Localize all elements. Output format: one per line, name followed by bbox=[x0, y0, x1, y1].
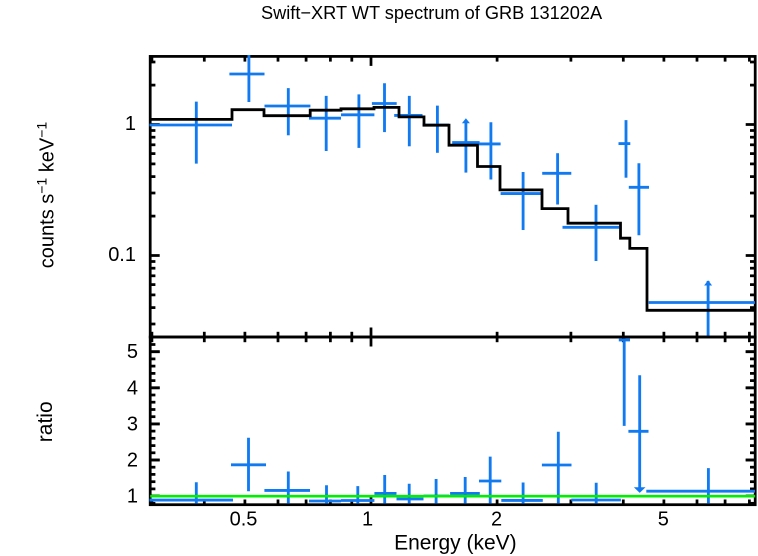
svg-text:0.1: 0.1 bbox=[108, 244, 136, 266]
svg-text:2: 2 bbox=[491, 509, 502, 531]
svg-text:counts s−1 keV−1: counts s−1 keV−1 bbox=[34, 122, 59, 269]
svg-text:1: 1 bbox=[127, 486, 138, 508]
svg-text:5: 5 bbox=[127, 341, 138, 363]
svg-text:Energy (keV): Energy (keV) bbox=[394, 532, 517, 555]
svg-text:0.5: 0.5 bbox=[230, 509, 258, 531]
svg-text:5: 5 bbox=[658, 509, 669, 531]
svg-text:4: 4 bbox=[127, 377, 138, 399]
svg-text:2: 2 bbox=[127, 450, 138, 472]
svg-text:1: 1 bbox=[362, 509, 373, 531]
svg-text:3: 3 bbox=[127, 413, 138, 435]
svg-text:Swift−XRT WT spectrum of GRB 1: Swift−XRT WT spectrum of GRB 131202A bbox=[261, 3, 603, 23]
svg-text:ratio: ratio bbox=[34, 401, 57, 442]
svg-text:1: 1 bbox=[125, 113, 136, 135]
